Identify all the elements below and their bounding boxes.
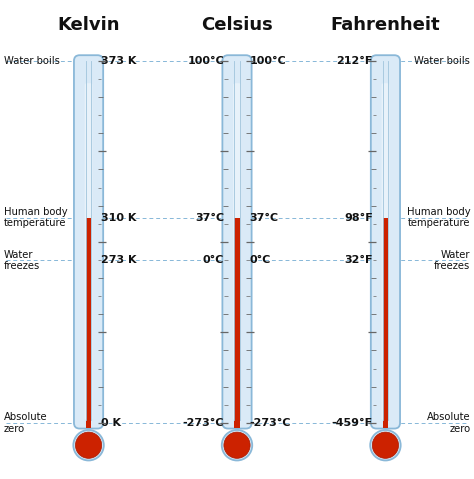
Text: 0 K: 0 K (101, 418, 121, 428)
Bar (383, 217, 388, 428)
Ellipse shape (370, 430, 401, 460)
Text: 37°C: 37°C (195, 213, 224, 223)
Text: 0°C: 0°C (203, 255, 224, 265)
Text: Absolute
zero: Absolute zero (427, 412, 470, 433)
Text: 273 K: 273 K (101, 255, 137, 265)
Ellipse shape (373, 432, 399, 458)
Ellipse shape (75, 432, 101, 458)
Text: Water
freezes: Water freezes (434, 250, 470, 271)
Text: 100°C: 100°C (250, 56, 286, 66)
Text: Absolute
zero: Absolute zero (4, 412, 47, 433)
FancyBboxPatch shape (233, 83, 241, 420)
Text: 32°F: 32°F (344, 255, 373, 265)
Text: Human body
temperature: Human body temperature (4, 207, 67, 228)
Ellipse shape (222, 430, 252, 460)
Text: 100°C: 100°C (188, 56, 224, 66)
Text: Kelvin: Kelvin (57, 16, 120, 34)
Bar (234, 217, 240, 428)
Text: Water boils: Water boils (4, 56, 60, 66)
FancyBboxPatch shape (74, 55, 103, 429)
Text: -273°C: -273°C (250, 418, 291, 428)
Text: 212°F: 212°F (337, 56, 373, 66)
FancyBboxPatch shape (222, 55, 252, 429)
Text: 373 K: 373 K (101, 56, 137, 66)
Text: Fahrenheit: Fahrenheit (331, 16, 440, 34)
Ellipse shape (73, 430, 104, 460)
Text: Water boils: Water boils (414, 56, 470, 66)
Text: -459°F: -459°F (332, 418, 373, 428)
Text: -273°C: -273°C (183, 418, 224, 428)
FancyBboxPatch shape (371, 55, 400, 429)
Text: 310 K: 310 K (101, 213, 137, 223)
Text: Human body
temperature: Human body temperature (407, 207, 470, 228)
Bar (86, 217, 91, 428)
Text: 98°F: 98°F (344, 213, 373, 223)
Text: Celsius: Celsius (201, 16, 273, 34)
Ellipse shape (224, 432, 250, 458)
FancyBboxPatch shape (382, 83, 389, 420)
Text: 37°C: 37°C (250, 213, 279, 223)
Text: Water
freezes: Water freezes (4, 250, 40, 271)
Text: 0°C: 0°C (250, 255, 271, 265)
FancyBboxPatch shape (85, 83, 92, 420)
